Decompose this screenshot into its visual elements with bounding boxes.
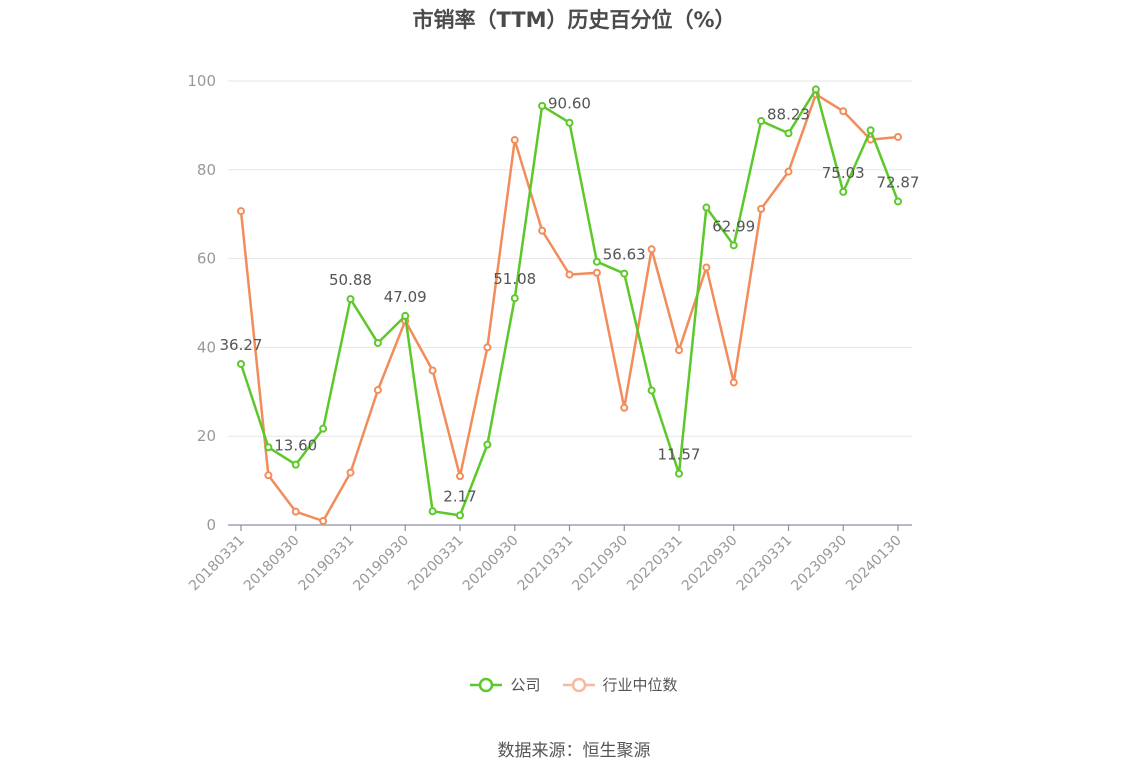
y-tick-label: 40: [197, 338, 216, 356]
legend-line-circle-icon: [470, 677, 503, 692]
data-label: 2.17: [443, 487, 476, 505]
x-tick-label: 20210331: [515, 533, 577, 595]
data-point-industry-median: [428, 366, 437, 375]
data-point-company: [702, 203, 711, 212]
data-label: 50.88: [329, 271, 372, 289]
y-tick-label: 80: [197, 161, 216, 179]
legend: 公司 行业中位数: [0, 674, 1148, 695]
data-label: 47.09: [384, 288, 427, 306]
data-point-company: [757, 116, 766, 125]
legend-label-company: 公司: [510, 676, 541, 694]
x-tick-label: 20240130: [843, 533, 905, 595]
data-point-industry-median: [483, 343, 492, 352]
data-label: 72.87: [877, 173, 920, 191]
x-tick-label: 20200930: [460, 533, 522, 595]
y-tick-label: 0: [206, 516, 216, 534]
data-point-industry-median: [839, 107, 848, 116]
data-label: 62.99: [712, 217, 755, 235]
data-point-company: [538, 101, 547, 110]
chart-title: 市销率（TTM）历史百分位（%）: [412, 8, 736, 32]
data-label: 90.60: [548, 95, 591, 113]
data-point-industry-median: [538, 226, 547, 235]
data-point-industry-median: [620, 403, 629, 412]
data-point-company: [592, 257, 601, 266]
data-point-industry-median: [592, 268, 601, 277]
x-tick-label: 20220331: [624, 533, 686, 595]
series-line-industry-median: [239, 93, 899, 523]
data-point-industry-median: [319, 517, 328, 526]
series-line-company: [239, 88, 900, 517]
x-tick-label: 20190930: [350, 533, 412, 595]
x-tick-label: 20180331: [186, 533, 248, 595]
data-point-industry-median: [729, 378, 738, 387]
data-point-company: [620, 269, 629, 278]
data-point-company: [483, 440, 492, 449]
data-point-company: [866, 126, 875, 135]
data-label: 11.57: [658, 446, 701, 464]
data-point-company: [839, 187, 848, 196]
data-point-industry-median: [894, 132, 902, 141]
data-point-company: [565, 118, 574, 127]
x-tick-label: 20180930: [241, 533, 303, 595]
data-point-industry-median: [675, 346, 683, 355]
data-point-industry-median: [373, 386, 382, 395]
x-tick-label: 20210930: [569, 533, 631, 595]
data-point-company: [894, 197, 902, 206]
data-point-industry-median: [647, 245, 656, 254]
data-point-industry-median: [702, 263, 711, 272]
x-tick-label: 20230930: [788, 533, 850, 595]
data-label: 56.63: [603, 246, 646, 264]
data-label: 88.23: [767, 105, 810, 123]
data-point-company: [647, 386, 656, 395]
data-point-company: [264, 443, 273, 452]
data-point-industry-median: [346, 468, 355, 477]
data-point-industry-median: [784, 167, 793, 176]
data-point-industry-median: [565, 270, 574, 279]
legend-item-industry-median[interactable]: 行业中位数: [562, 674, 678, 695]
data-point-industry-median: [456, 472, 464, 481]
data-point-company: [729, 241, 738, 250]
data-point-company: [675, 469, 683, 478]
x-tick-label: 20230331: [734, 533, 796, 595]
data-point-company: [237, 359, 245, 368]
data-point-company: [373, 338, 382, 347]
legend-label-industry-median: 行业中位数: [602, 676, 678, 694]
x-tick-label: 20200331: [405, 533, 467, 595]
data-label: 36.27: [220, 336, 263, 354]
data-point-company: [510, 294, 519, 303]
source-note: 数据来源：恒生聚源: [497, 741, 651, 761]
data-point-industry-median: [264, 471, 273, 480]
data-point-company: [319, 424, 328, 433]
legend-item-company[interactable]: 公司: [470, 674, 541, 695]
data-label: 13.60: [274, 437, 317, 455]
data-point-company: [428, 507, 437, 516]
x-tick-label: 20220930: [679, 533, 741, 595]
data-point-industry-median: [510, 136, 519, 145]
data-point-company: [456, 511, 464, 520]
data-label: 75.03: [822, 164, 865, 182]
data-point-company: [401, 311, 410, 320]
data-point-company: [291, 460, 300, 469]
data-point-company: [346, 295, 355, 304]
data-point-company: [784, 129, 793, 138]
data-point-company: [811, 85, 820, 94]
data-label: 51.08: [493, 270, 536, 288]
x-tick-label: 20190331: [296, 533, 358, 595]
y-tick-label: 100: [187, 72, 216, 90]
data-point-industry-median: [237, 207, 245, 216]
y-tick-label: 60: [197, 250, 216, 268]
legend-line-circle-icon: [562, 677, 595, 692]
data-point-industry-median: [291, 507, 300, 516]
data-point-industry-median: [757, 204, 766, 213]
y-tick-label: 20: [197, 427, 216, 445]
